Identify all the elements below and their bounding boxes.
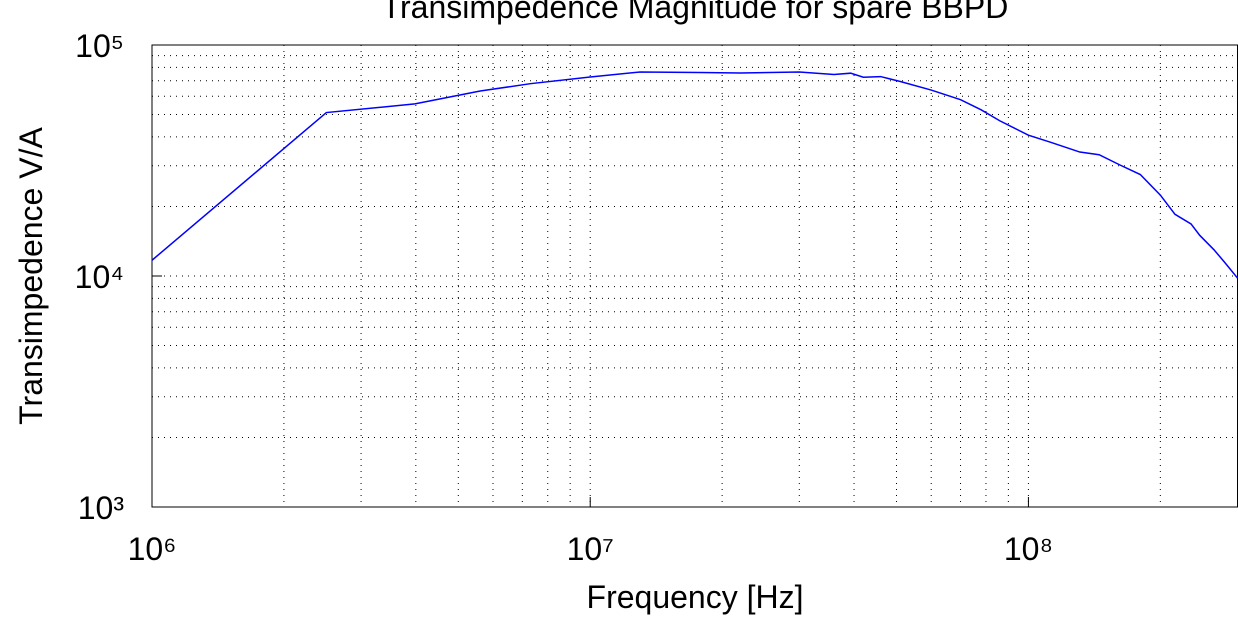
x-tick-label: 10⁷ (567, 531, 614, 567)
x-tick-label: 10⁶ (128, 531, 177, 567)
y-tick-label: 10⁵ (75, 28, 124, 64)
y-tick-label: 10⁴ (75, 259, 124, 295)
x-tick-label: 10⁸ (1004, 531, 1053, 567)
y-axis-label: Transimpedence V/A (13, 127, 49, 425)
chart-title: Transimpedence Magnitude for spare BBPD (382, 0, 1009, 25)
data-line (151, 71, 1238, 279)
x-axis-label: Frequency [Hz] (587, 579, 804, 615)
y-tick-label: 10³ (78, 490, 125, 526)
